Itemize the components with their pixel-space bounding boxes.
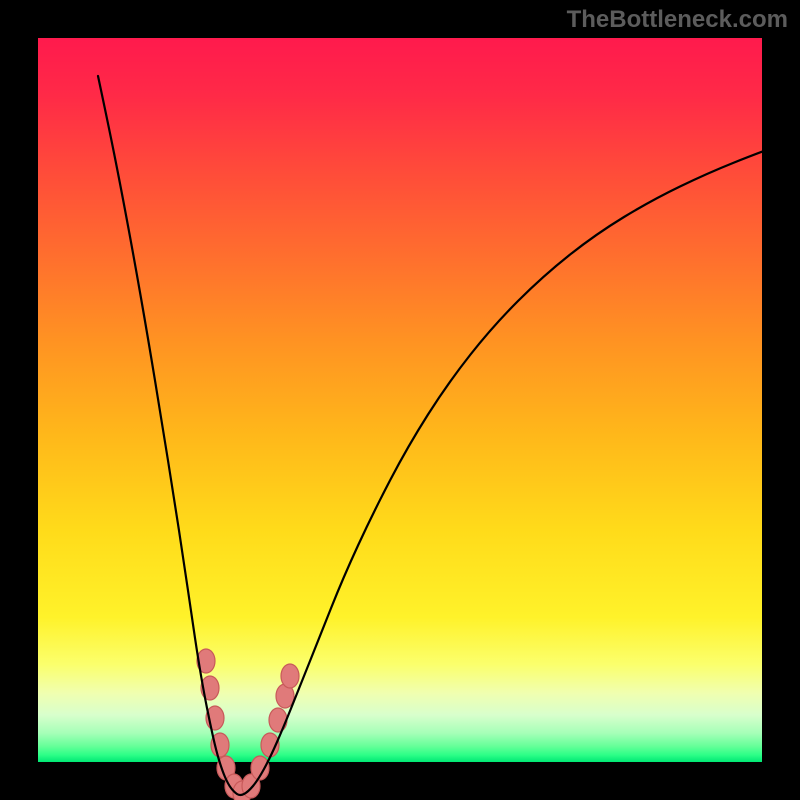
watermark-text: TheBottleneck.com — [567, 6, 788, 34]
curve-layer — [0, 0, 800, 800]
bottleneck-curve — [98, 76, 800, 795]
marker-dot — [269, 708, 287, 732]
chart-root: TheBottleneck.com — [0, 0, 800, 800]
marker-dot — [281, 664, 299, 688]
